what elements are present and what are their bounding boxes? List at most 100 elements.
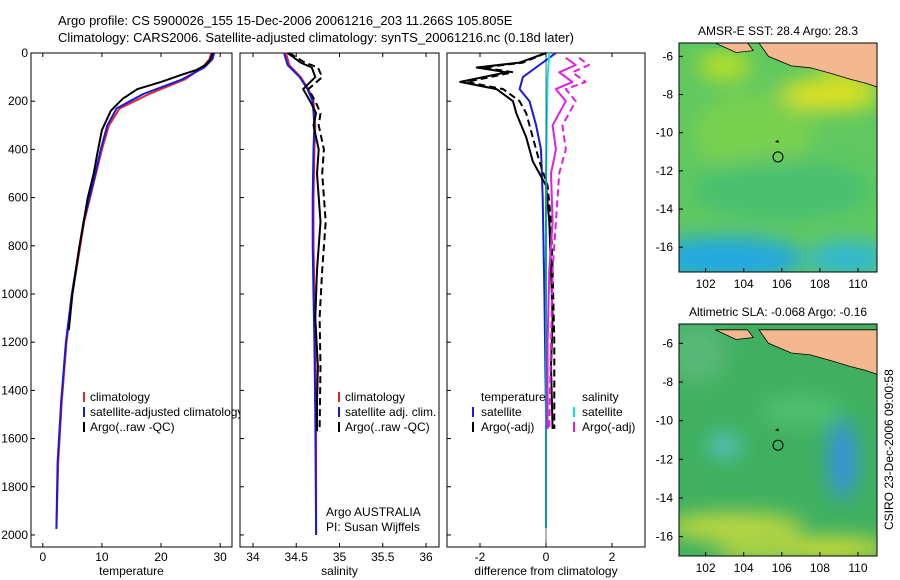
sla_map-blob bbox=[713, 546, 794, 556]
sst_map-xtick-label: 102 bbox=[696, 277, 716, 291]
temperature-ytick-label: 1400 bbox=[1, 383, 28, 397]
salinity-annotation-institution: Argo AUSTRALIA bbox=[326, 505, 421, 519]
sst_map-blob bbox=[779, 78, 877, 111]
temperature-legend-label: climatology bbox=[90, 390, 150, 404]
sla_map-color-blobs bbox=[679, 324, 877, 556]
sla_map-land-sumatra bbox=[715, 329, 755, 340]
temperature-xtick-label: 10 bbox=[95, 550, 109, 564]
salinity-xtick-label: 36 bbox=[419, 550, 433, 564]
sst_map-xtick-label: 106 bbox=[772, 277, 792, 291]
temperature-ytick-label: 600 bbox=[8, 191, 28, 205]
sla_map-xtick-label: 104 bbox=[734, 561, 754, 575]
difference-legend-label-salinity: satellite bbox=[582, 405, 623, 419]
difference-legend-label-temperature: Argo(-adj) bbox=[481, 420, 534, 434]
sst_map-xtick-label: 108 bbox=[810, 277, 830, 291]
sla_map-blob bbox=[769, 538, 877, 556]
sla_map-argo-track-marker bbox=[775, 428, 779, 432]
sst_map-color-blobs bbox=[679, 48, 877, 272]
temperature-xtick-label: 30 bbox=[213, 550, 227, 564]
temperature-ytick-label: 1000 bbox=[1, 287, 28, 301]
salinity-panel: 34 34.5 35 35.5 36 salinity climatologysatelli… bbox=[239, 52, 440, 578]
sst_map-ytick-label: -14 bbox=[656, 202, 674, 216]
temperature-ytick-label: 200 bbox=[8, 94, 28, 108]
difference-legend-label-temperature: satellite bbox=[481, 405, 522, 419]
sst_map-argo-track-marker bbox=[775, 139, 779, 143]
sst_map-land-sumatra bbox=[715, 43, 755, 53]
temperature-ytick-label: 1800 bbox=[1, 480, 28, 494]
sst_map-blob bbox=[808, 240, 877, 272]
sst_map-argo-float-marker bbox=[772, 151, 784, 163]
salinity-legend-label: satellite adj. clim. bbox=[345, 405, 436, 419]
salinity-annotation-pi: PI: Susan Wijffels bbox=[326, 520, 420, 534]
sst_map-ytick-label: -12 bbox=[656, 164, 674, 178]
sst_map-xtick-label: 110 bbox=[848, 277, 867, 291]
sla_map-blob bbox=[828, 419, 857, 500]
temperature-ytick-label: 800 bbox=[8, 239, 28, 253]
temperature-legend-label: satellite-adjusted climatology bbox=[90, 405, 243, 419]
sst_map-xtick-label: 104 bbox=[734, 277, 754, 291]
salinity-series-satellite-adj-clim- bbox=[283, 52, 318, 536]
temperature-ytick-label: 1600 bbox=[1, 432, 28, 446]
salinity-xlabel: salinity bbox=[321, 564, 358, 578]
difference-xtick-label: -2 bbox=[475, 550, 486, 564]
sst_map-land bbox=[758, 43, 877, 88]
temperature-series-argo-raw-qc- bbox=[67, 52, 214, 331]
sla_map-xtick-label: 108 bbox=[810, 561, 830, 575]
sst_map-blob bbox=[693, 92, 814, 173]
sst_map-blob bbox=[679, 236, 805, 272]
salinity-xtick-label: 34.5 bbox=[285, 550, 309, 564]
page-title-line-2: Climatology: CARS2006. Satellite-adjuste… bbox=[58, 30, 574, 45]
side-credit-label: CSIRO 23-Dec-2006 09:00:58 bbox=[882, 369, 896, 530]
sla_map-blob bbox=[708, 433, 741, 458]
sst_map-blob bbox=[698, 51, 751, 80]
temperature-ytick-label: 400 bbox=[8, 142, 28, 156]
salinity-legend-label: climatology bbox=[345, 390, 405, 404]
salinity-xtick-label: 35.5 bbox=[371, 550, 395, 564]
difference-legend-title-salinity: salinity bbox=[582, 390, 619, 404]
salinity-xtick-label: 35 bbox=[333, 550, 347, 564]
difference-legend-title-temperature: temperature bbox=[481, 390, 546, 404]
difference-series-salinity-argo-adj-dashed bbox=[548, 56, 590, 429]
sla_map-xtick-label: 110 bbox=[848, 561, 867, 575]
sst_map-ytick-label: -10 bbox=[656, 126, 674, 140]
temperature-panel: 0 10 20 30 temperature 0 200 400 600 800 1000 1200 1… bbox=[1, 46, 243, 578]
sla_map-argo-float-marker bbox=[772, 439, 784, 451]
sla_map-ytick-label: -6 bbox=[662, 336, 673, 350]
difference-series-salinity-argo-adj- bbox=[546, 56, 577, 429]
sla_map-title: Altimetric SLA: -0.068 Argo: -0.16 bbox=[689, 305, 867, 319]
difference-series-temperature-satellite bbox=[518, 52, 557, 528]
sla_map-ytick-label: -8 bbox=[662, 375, 673, 389]
temperature-xtick-label: 0 bbox=[39, 550, 46, 564]
difference-xtick-label: 2 bbox=[609, 550, 616, 564]
difference-legend-label-salinity: Argo(-adj) bbox=[582, 420, 635, 434]
sst_map-ytick-label: -8 bbox=[662, 88, 673, 102]
sla_map-ytick-label: -12 bbox=[656, 452, 674, 466]
temperature-series-satellite-adjusted-climatology bbox=[55, 52, 216, 529]
temperature-ytick-label: 0 bbox=[21, 46, 28, 60]
sla_map-blob bbox=[760, 395, 841, 427]
salinity-legend-label: Argo(..raw -QC) bbox=[345, 420, 430, 434]
temperature-xlabel: temperature bbox=[99, 564, 164, 578]
sst_map-frame bbox=[678, 42, 878, 273]
sla_map-panel: Altimetric SLA: -0.068 Argo: -0.16 102 104… bbox=[656, 305, 878, 575]
page-title-line-1: Argo profile: CS 5900026_155 15-Dec-2006… bbox=[58, 13, 513, 28]
salinity-xtick-label: 34 bbox=[246, 550, 260, 564]
temperature-xtick-label: 20 bbox=[154, 550, 168, 564]
difference-xtick-label: 0 bbox=[543, 550, 550, 564]
temperature-ytick-label: 2000 bbox=[1, 528, 28, 542]
temperature-ytick-label: 1200 bbox=[1, 335, 28, 349]
sla_map-ytick-label: -16 bbox=[656, 530, 674, 544]
sla_map-frame bbox=[678, 323, 878, 557]
temperature-plot-frame bbox=[30, 52, 233, 548]
difference-series-temperature-argo-adj-dashed bbox=[465, 52, 556, 429]
sst_map-title: AMSR-E SST: 28.4 Argo: 28.3 bbox=[698, 24, 858, 38]
sst_map-ytick-label: -6 bbox=[662, 49, 673, 63]
sla_map-xtick-label: 102 bbox=[696, 561, 716, 575]
temperature-legend-label: Argo(..raw -QC) bbox=[90, 420, 175, 434]
salinity-plot-frame bbox=[239, 52, 440, 548]
sst_map-blob bbox=[691, 159, 872, 220]
sst_map-ytick-label: -16 bbox=[656, 240, 674, 254]
difference-xlabel: difference from climatology bbox=[474, 564, 617, 578]
sst_map-field bbox=[679, 43, 877, 272]
sla_map-land bbox=[758, 329, 877, 375]
